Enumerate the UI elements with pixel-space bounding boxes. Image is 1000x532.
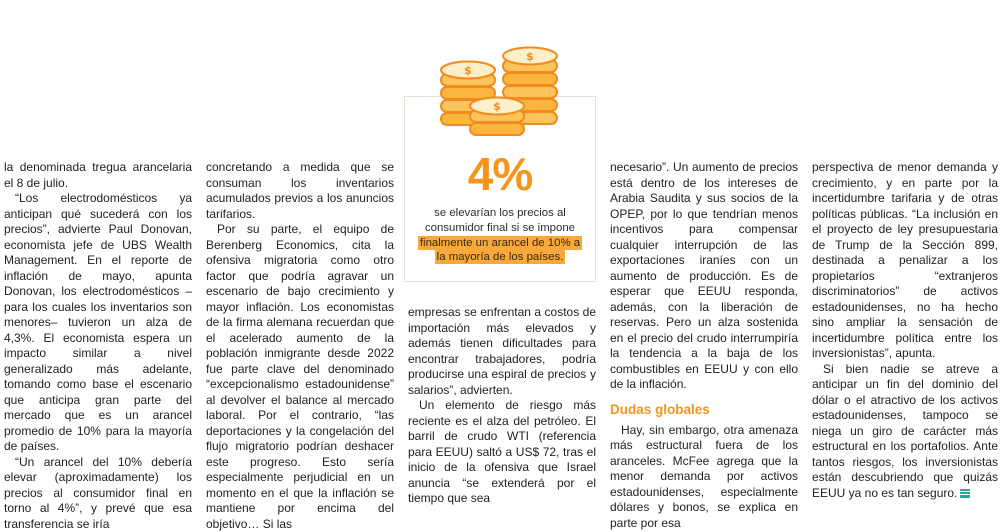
section-subhead: Dudas globales (610, 402, 798, 418)
caption-plain-text: se elevarían los precios al consumidor f… (425, 207, 575, 234)
coin-stacks-icon: $ $ $ (435, 44, 565, 144)
paragraph: concretando a medida que se consuman los… (206, 160, 394, 222)
paragraph-text: Si bien nadie se atreve a anticipar un f… (812, 362, 998, 500)
svg-text:$: $ (493, 100, 501, 113)
text-column-5: perspectiva de menor demanda y crecimien… (812, 160, 998, 501)
paragraph: “Los electrodomésticos ya anticipan qué … (4, 191, 192, 455)
paragraph: empresas se enfrentan a costos de import… (408, 305, 596, 398)
paragraph: la denominada tregua arancelaria el 8 de… (4, 160, 192, 191)
text-column-1: la denominada tregua arancelaria el 8 de… (4, 160, 192, 532)
text-column-3: empresas se enfrentan a costos de import… (408, 305, 596, 507)
paragraph: Hay, sin embargo, otra amenaza más estru… (610, 423, 798, 532)
infographic-stat: 4% (405, 151, 595, 197)
text-column-2: concretando a medida que se consuman los… (206, 160, 394, 532)
paragraph: necesario”. Un aumento de precios está d… (610, 160, 798, 393)
svg-text:$: $ (464, 64, 472, 77)
paragraph: Un elemento de riesgo más reciente es el… (408, 398, 596, 507)
paragraph: “Un arancel del 10% debería elevar (apro… (4, 455, 192, 532)
paragraph: Por su parte, el equipo de Berenberg Eco… (206, 222, 394, 532)
end-of-article-icon (960, 489, 970, 498)
svg-text:$: $ (526, 50, 534, 63)
caption-highlight-text: finalmente un arancel de 10% a la mayorí… (418, 236, 582, 265)
tariff-infographic: 4% se elevarían los precios al consumido… (404, 0, 598, 284)
infographic-caption: se elevarían los precios al consumidor f… (416, 206, 584, 265)
text-column-4: necesario”. Un aumento de precios está d… (610, 160, 798, 531)
paragraph: Si bien nadie se atreve a anticipar un f… (812, 362, 998, 502)
paragraph: perspectiva de menor demanda y crecimien… (812, 160, 998, 362)
